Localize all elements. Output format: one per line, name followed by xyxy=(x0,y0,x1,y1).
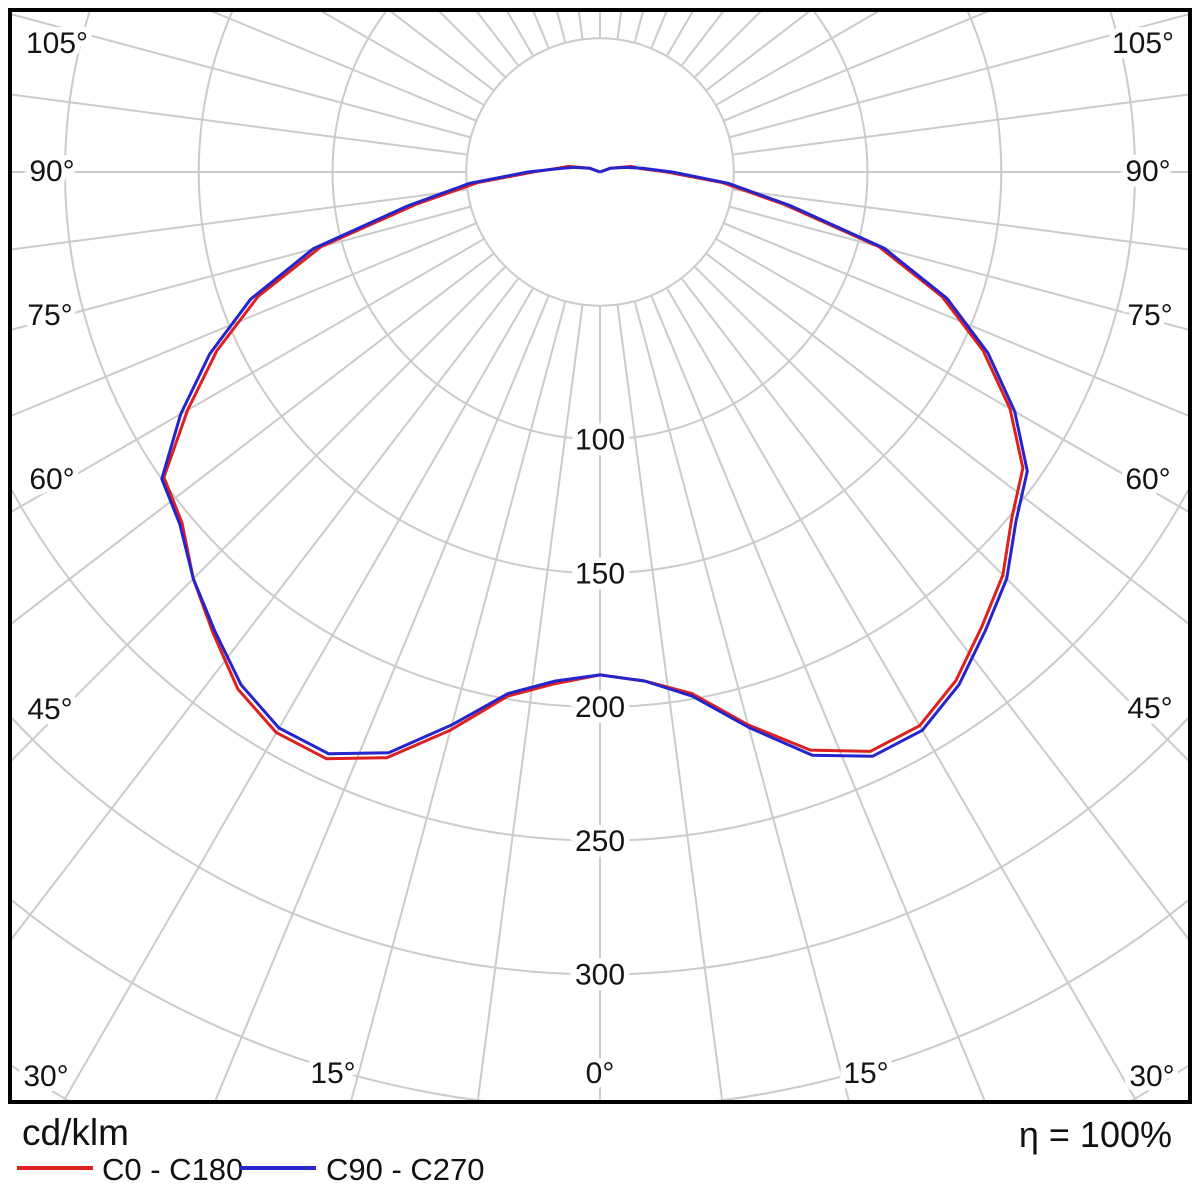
grid-spoke xyxy=(723,222,1188,417)
grid-spoke xyxy=(63,287,534,1100)
angle-label: 30° xyxy=(1129,1060,1174,1093)
angle-label: 60° xyxy=(1125,463,1170,496)
grid-spoke xyxy=(12,93,468,156)
angle-label: 15° xyxy=(310,1057,355,1090)
angle-label: 75° xyxy=(1127,299,1172,332)
grid-spoke xyxy=(732,188,1188,251)
grid-spoke xyxy=(12,222,477,417)
chart-frame xyxy=(8,8,1192,1104)
grid-spoke xyxy=(12,252,495,625)
grid-spoke xyxy=(680,277,1188,940)
angle-tick-labels: 105° 90° 75° 60° 45° 30° 15° 0° 15° 105° 90° 75° 60°… xyxy=(18,22,1180,1099)
ring-label: 250 xyxy=(575,825,625,858)
angle-label: 90° xyxy=(1125,155,1170,188)
grid-spoke xyxy=(12,265,507,762)
curve-c90-c270 xyxy=(160,165,1029,758)
grid-spoke xyxy=(211,12,477,122)
grid-spoke xyxy=(12,13,472,139)
legend-label-c90-c270: C90 - C270 xyxy=(326,1152,485,1187)
grid-spoke xyxy=(12,238,485,513)
grid-spoke xyxy=(214,295,550,1100)
legend-swatch-c90-c270 xyxy=(240,1166,316,1170)
legend-swatch-c0-c180 xyxy=(17,1166,93,1170)
angle-label: 45° xyxy=(27,693,72,726)
ring-label: 200 xyxy=(575,691,625,724)
legend-label-c0-c180: C0 - C180 xyxy=(102,1152,244,1187)
angle-label: 105° xyxy=(1112,27,1174,60)
grid-spoke xyxy=(12,277,520,940)
ring-tick-labels: 100 150 200 250 300 xyxy=(569,418,630,997)
grid-spoke xyxy=(650,295,986,1100)
efficiency-label: η = 100% xyxy=(1018,1114,1172,1155)
angle-label: 90° xyxy=(29,155,74,188)
angle-label: 75° xyxy=(27,299,72,332)
grid-spoke xyxy=(633,300,850,1100)
grid-spoke xyxy=(705,252,1188,625)
grid-spoke xyxy=(715,238,1188,513)
grid-spoke xyxy=(693,265,1188,762)
angle-label: 15° xyxy=(843,1057,888,1090)
grid-spoke xyxy=(732,93,1188,156)
intensity-curves xyxy=(160,164,1029,761)
grid-spoke xyxy=(476,304,584,1100)
ring-label: 150 xyxy=(575,557,625,590)
angle-label: 30° xyxy=(23,1060,68,1093)
unit-label: cd/klm xyxy=(22,1112,129,1153)
grid-spoke xyxy=(12,188,468,251)
grid-spoke xyxy=(728,205,1188,331)
angle-label: 60° xyxy=(29,463,74,496)
grid-spoke xyxy=(616,304,724,1100)
grid-spoke xyxy=(350,300,567,1100)
grid-spoke xyxy=(12,205,472,331)
ring-label: 300 xyxy=(575,959,625,992)
grid-spoke xyxy=(666,287,1137,1100)
angle-label: 0° xyxy=(586,1057,615,1090)
ring-label: 100 xyxy=(575,424,625,457)
angle-label: 105° xyxy=(26,27,88,60)
grid-spoke xyxy=(723,12,989,122)
angle-label: 45° xyxy=(1127,692,1172,725)
grid-spoke xyxy=(728,13,1188,139)
